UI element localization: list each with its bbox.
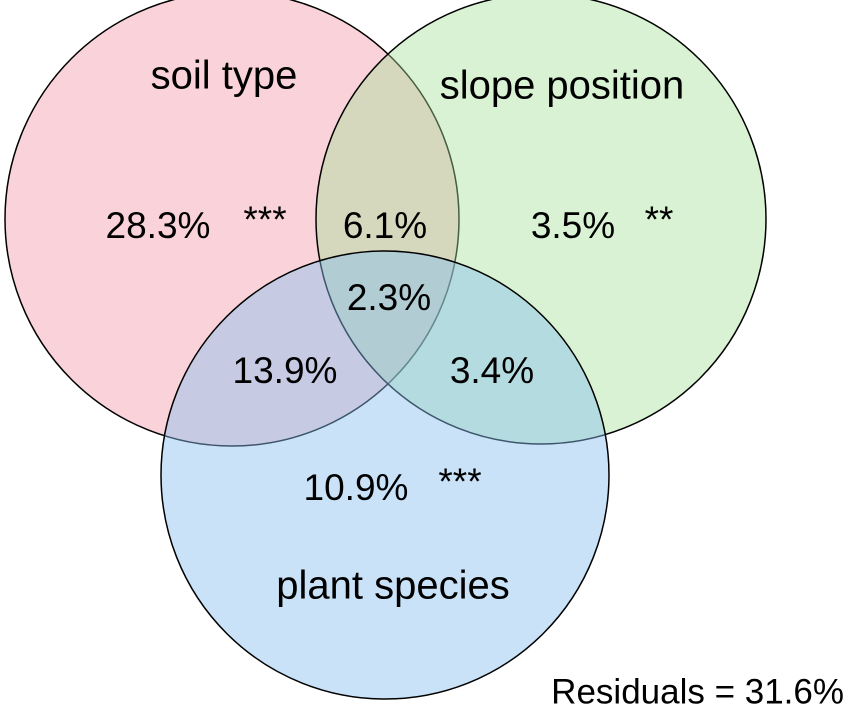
significance: ** [645,199,674,240]
significance: *** [438,461,481,502]
region-value: 10.9% [304,467,409,508]
region-value: 3.4% [450,350,534,391]
significance: *** [243,199,286,240]
plant-species-circle [160,250,610,700]
set-label: slope position [440,64,685,108]
region-value: 3.5% [531,205,615,246]
region-value: 2.3% [347,277,431,318]
set-label: plant species [276,564,509,608]
region-value: 13.9% [233,350,338,391]
region-value: 6.1% [343,205,427,246]
slope-position-circle [315,0,767,445]
set-label: soil type [151,54,298,98]
soil-type-circle [4,0,460,447]
residuals: Residuals = 31.6% [551,672,844,711]
region-value: 28.3% [106,205,211,246]
